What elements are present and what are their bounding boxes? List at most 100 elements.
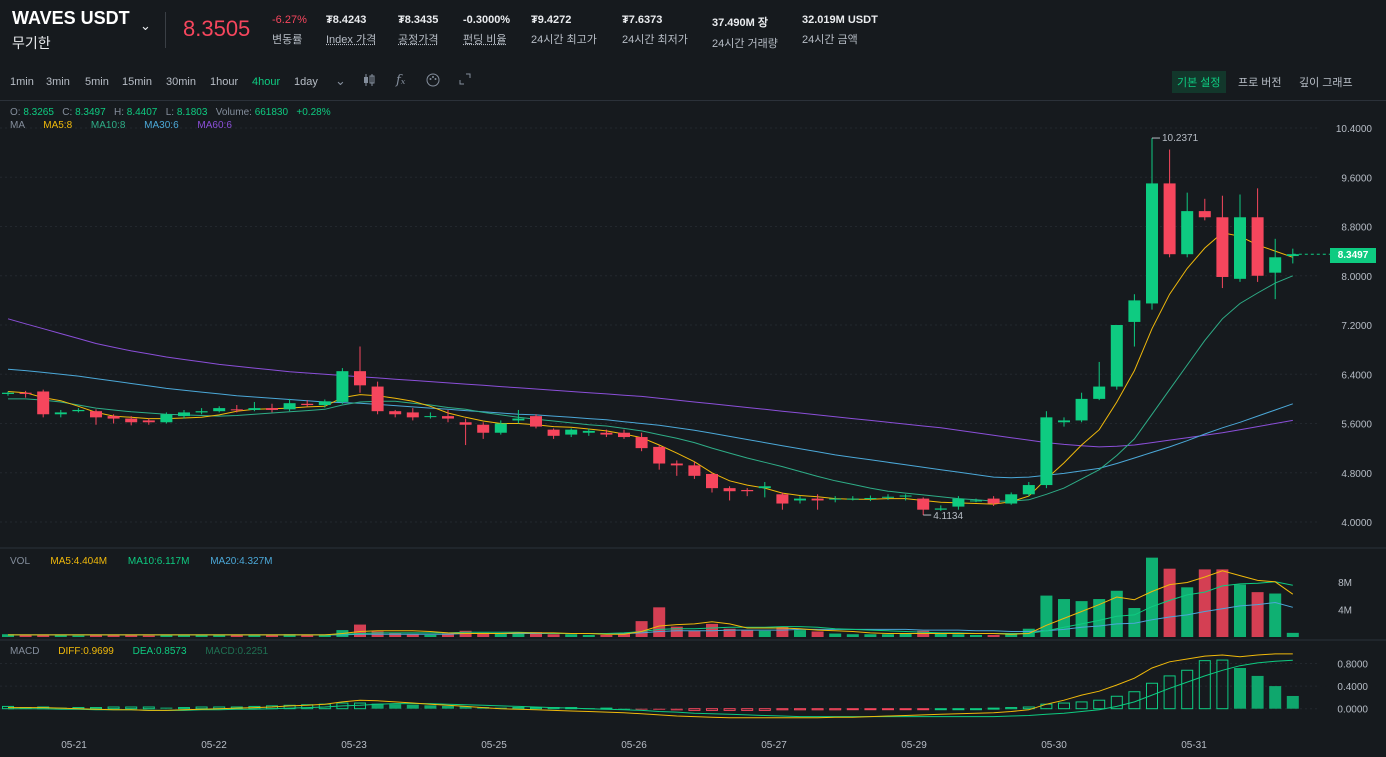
candle-body bbox=[72, 409, 85, 412]
macd-bar bbox=[776, 708, 789, 711]
candle-body bbox=[178, 412, 190, 417]
macd-bar bbox=[1198, 660, 1211, 710]
macd-bar bbox=[882, 708, 894, 711]
volume-bar bbox=[1181, 587, 1194, 637]
view-pro-button[interactable]: 프로 버전 bbox=[1238, 77, 1282, 89]
macd-bar bbox=[424, 705, 437, 709]
min-price-label: 4.1134 bbox=[933, 511, 963, 522]
candle-body bbox=[195, 411, 208, 413]
timeframe-1day[interactable]: 1day bbox=[294, 76, 318, 88]
macd-bar bbox=[107, 706, 120, 710]
candle-body bbox=[1234, 217, 1246, 279]
candle-body bbox=[494, 423, 507, 433]
stat-label[interactable]: 펀딩 비율 bbox=[463, 34, 507, 46]
macd-bar bbox=[1005, 707, 1018, 710]
macd-bar bbox=[934, 708, 947, 711]
volume-bar bbox=[987, 634, 1000, 637]
volume-bar bbox=[794, 630, 806, 637]
volume-bar bbox=[195, 634, 208, 637]
diff-legend: DIFF:0.9699 bbox=[58, 646, 114, 657]
stat-index-price: ₮8.4243 Index 가격 bbox=[326, 14, 376, 47]
timeframe-15min[interactable]: 15min bbox=[122, 76, 152, 88]
x-tick-label: 05-31 bbox=[1181, 740, 1207, 751]
candle-body bbox=[1040, 417, 1053, 486]
vol-legend: VOL MA5:4.404M MA10:6.117M MA20:4.327M bbox=[10, 556, 272, 567]
timeframe-5min[interactable]: 5min bbox=[85, 76, 109, 88]
macd-bar bbox=[442, 705, 454, 709]
volume-bar bbox=[635, 621, 648, 637]
macd-bar bbox=[741, 708, 754, 711]
view-basic-button[interactable]: 기본 설정 bbox=[1172, 71, 1226, 93]
timeframe-4hour[interactable]: 4hour bbox=[252, 76, 281, 88]
candle-body bbox=[864, 497, 877, 499]
candle-body bbox=[547, 429, 560, 436]
macd-bar bbox=[618, 708, 630, 710]
stat-label[interactable]: 공정가격 bbox=[398, 34, 439, 46]
candle-body bbox=[1163, 183, 1176, 255]
volume-bar bbox=[301, 634, 314, 637]
stat-change: -6.27% 변동률 bbox=[272, 14, 307, 47]
macd-bar bbox=[1093, 699, 1106, 710]
price-chart[interactable]: 10.4000 9.6000 8.8000 8.0000 7.2000 6.4000 5.6… bbox=[0, 100, 1386, 757]
macd-bar bbox=[917, 708, 930, 711]
y-tick-label: 5.6000 bbox=[1341, 420, 1372, 431]
candle-body bbox=[512, 418, 525, 421]
macd-bar bbox=[864, 708, 877, 711]
x-tick-label: 05-21 bbox=[61, 740, 87, 751]
macd-bar bbox=[389, 704, 402, 709]
ma5-line bbox=[7, 232, 1293, 505]
chevron-down-icon[interactable]: ⌄ bbox=[335, 73, 346, 88]
macd-legend: MACD DIFF:0.9699 DEA:0.8573 MACD:0.2251 bbox=[10, 646, 268, 657]
palette-icon[interactable] bbox=[426, 73, 440, 90]
symbol-title: WAVES USDT bbox=[12, 8, 130, 28]
ma60-line bbox=[7, 318, 1293, 448]
candle-body bbox=[846, 498, 859, 500]
fx-icon[interactable]: 𝑓ₓ bbox=[396, 73, 406, 88]
candle-body bbox=[723, 488, 736, 492]
expand-icon[interactable] bbox=[459, 73, 471, 88]
volume-bar bbox=[899, 633, 912, 637]
volume-bar bbox=[1146, 557, 1158, 637]
ma10-line bbox=[8, 275, 1293, 502]
vol-tick-label: 8M bbox=[1338, 578, 1352, 589]
volume-bar bbox=[1093, 599, 1106, 637]
ma5-legend: MA5:8 bbox=[43, 120, 73, 131]
stat-label: 24시간 금액 bbox=[802, 34, 858, 46]
stat-24h-low: ₮7.6373 24시간 최저가 bbox=[622, 14, 688, 47]
candle-body bbox=[582, 430, 595, 433]
macd-bar bbox=[723, 708, 736, 711]
diff-line bbox=[8, 653, 1293, 719]
timeframe-1hour[interactable]: 1hour bbox=[210, 76, 239, 88]
volume-bar bbox=[442, 633, 454, 637]
macd-bar bbox=[987, 707, 1000, 710]
volume-bar bbox=[424, 634, 437, 637]
candle-body bbox=[125, 418, 138, 423]
candle-body bbox=[354, 371, 366, 386]
stat-label[interactable]: Index 가격 bbox=[326, 34, 377, 46]
volume-bar bbox=[283, 634, 296, 637]
stat-funding-rate: -0.3000% 펀딩 비율 bbox=[463, 14, 510, 47]
timeframe-30min[interactable]: 30min bbox=[166, 76, 196, 88]
timeframe-3min[interactable]: 3min bbox=[46, 76, 70, 88]
candle-body bbox=[1093, 386, 1106, 399]
volume-bar bbox=[1251, 592, 1264, 637]
candle-body bbox=[530, 416, 542, 427]
macd-bar bbox=[195, 706, 208, 710]
volume-bar bbox=[213, 634, 226, 637]
timeframe-1min[interactable]: 1min bbox=[10, 76, 34, 88]
volume-bar bbox=[741, 630, 754, 637]
macd-bar bbox=[1146, 682, 1158, 710]
candle-body bbox=[882, 496, 894, 498]
view-depth-button[interactable]: 깊이 그래프 bbox=[1299, 77, 1353, 89]
macd-hist-legend: MACD:0.2251 bbox=[205, 646, 269, 657]
candlestick-icon[interactable] bbox=[363, 73, 375, 90]
current-price-label: 8.3497 bbox=[1330, 248, 1376, 263]
x-tick-label: 05-30 bbox=[1041, 740, 1067, 751]
volume-bar bbox=[618, 633, 630, 637]
volume-bar bbox=[90, 634, 102, 637]
chevron-down-icon[interactable]: ⌄ bbox=[140, 18, 151, 33]
macd-bar bbox=[688, 708, 701, 711]
volume-bar bbox=[477, 632, 490, 637]
volume-bar bbox=[512, 632, 525, 637]
candle-body bbox=[1269, 257, 1282, 273]
